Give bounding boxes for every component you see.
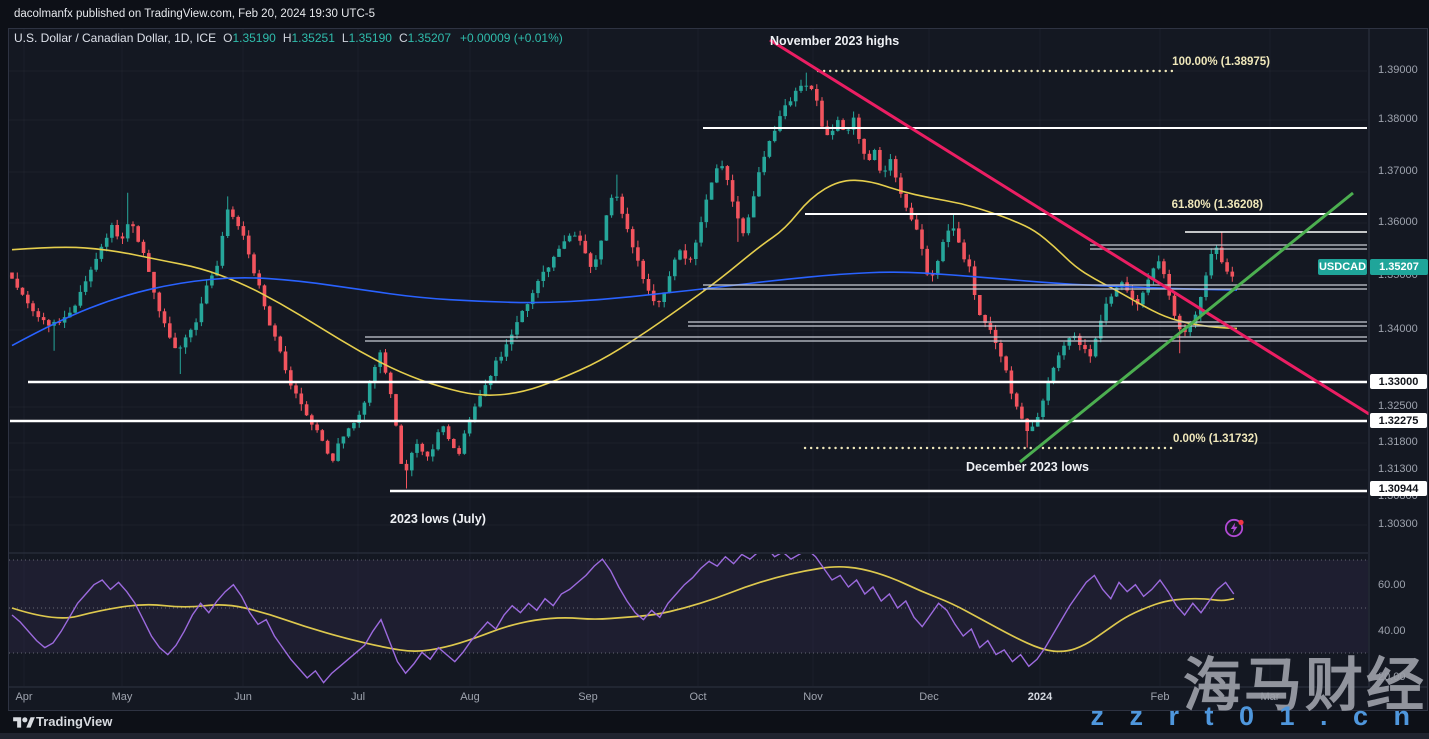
downtrend-november-highs	[769, 38, 1370, 416]
price-tick[interactable]: 1.37000	[1378, 165, 1418, 177]
bottom-strip	[0, 733, 1429, 739]
rsi-ma-line	[11, 565, 1235, 653]
fib-label-618: 61.80% (1.36208)	[1171, 199, 1263, 211]
lightning-bolt-icon	[1230, 522, 1238, 534]
indicator-tick[interactable]: 20.00	[1378, 671, 1406, 683]
time-tick[interactable]: Mar	[1260, 691, 1280, 703]
price-line-label: 1.30944	[1370, 481, 1427, 496]
symbol-legend[interactable]: U.S. Dollar / Canadian Dollar, 1D, ICE O1…	[14, 31, 563, 45]
fib-label-0: 0.00% (1.31732)	[1172, 433, 1258, 445]
price-tick[interactable]: 1.31800	[1378, 436, 1418, 448]
time-tick[interactable]: Nov	[803, 691, 823, 703]
ma-blue-slow	[11, 271, 1238, 347]
ohlc-close: C1.35207	[398, 31, 452, 45]
tradingview-logo-text[interactable]: TradingView	[36, 714, 113, 729]
flash-icon[interactable]	[1223, 516, 1247, 540]
price-line-label: 1.33000	[1370, 374, 1427, 389]
symbol-badge: USDCAD	[1318, 259, 1367, 275]
time-tick[interactable]: Dec	[919, 691, 939, 703]
watermark-url: z z r t 0 1 . c n	[1090, 701, 1419, 731]
publish-info-text: dacolmanfx published on TradingView.com,…	[14, 8, 375, 20]
annotation-2023-lows-july[interactable]: 2023 lows (July)	[390, 512, 486, 526]
price-tick[interactable]: 1.36000	[1378, 216, 1418, 228]
time-tick[interactable]: 2024	[1027, 691, 1053, 703]
uptrend-december-lows	[1019, 191, 1354, 464]
fib-label-100: 100.00% (1.38975)	[1172, 56, 1270, 68]
price-tick[interactable]: 1.34000	[1378, 323, 1418, 335]
publish-info-bar: dacolmanfx published on TradingView.com,…	[0, 0, 1429, 28]
time-tick[interactable]: Feb	[1150, 691, 1170, 703]
time-tick[interactable]: Apr	[15, 691, 33, 703]
ohlc-high: H1.35251	[282, 31, 335, 45]
time-tick[interactable]: Oct	[689, 691, 707, 703]
time-tick[interactable]: May	[111, 691, 133, 703]
ohlc-open: O1.35190	[223, 31, 276, 45]
watermark-chinese: 海马财经	[1182, 653, 1427, 718]
price-line-label: 1.32275	[1370, 413, 1427, 428]
price-tick[interactable]: 1.39000	[1378, 64, 1418, 76]
annotation-december-lows[interactable]: December 2023 lows	[966, 460, 1089, 474]
time-tick[interactable]: Jun	[234, 691, 252, 703]
annotation-november-highs[interactable]: November 2023 highs	[770, 34, 900, 48]
time-tick[interactable]: Aug	[460, 691, 480, 703]
price-tick[interactable]: 1.32500	[1378, 400, 1418, 412]
price-tick[interactable]: 1.30300	[1378, 518, 1418, 530]
indicator-tick[interactable]: 60.00	[1378, 579, 1406, 591]
last-price-badge: 1.35207	[1370, 259, 1428, 275]
attribution-bar: TradingView	[0, 711, 1429, 733]
flash-icon-circle	[1224, 518, 1244, 538]
time-tick[interactable]: Sep	[578, 691, 598, 703]
ma-yellow-fast	[11, 179, 1238, 396]
tradingview-logo-icon[interactable]	[13, 715, 35, 731]
price-tick[interactable]: 1.31300	[1378, 463, 1418, 475]
indicator-tick[interactable]: 40.00	[1378, 625, 1406, 637]
notification-dot	[1238, 519, 1244, 525]
rsi-line	[11, 554, 1235, 684]
price-tick[interactable]: 1.38000	[1378, 113, 1418, 125]
ohlc-low: L1.35190	[341, 31, 392, 45]
symbol-title: U.S. Dollar / Canadian Dollar, 1D, ICE	[14, 31, 217, 45]
change-value: +0.00009 (+0.01%)	[460, 31, 563, 45]
time-tick[interactable]: Jul	[350, 691, 366, 703]
